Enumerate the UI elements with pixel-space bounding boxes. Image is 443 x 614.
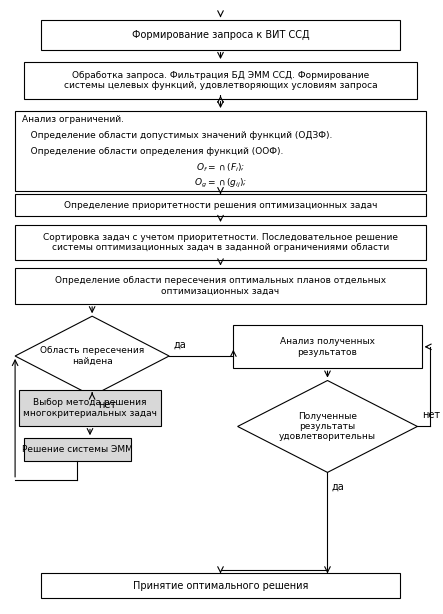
Text: Определение области допустимых значений функций (ОДЗФ).: Определение области допустимых значений … bbox=[22, 131, 332, 140]
Text: Анализ полученных
результатов: Анализ полученных результатов bbox=[280, 337, 375, 357]
FancyBboxPatch shape bbox=[19, 390, 161, 427]
Text: Анализ ограничений.: Анализ ограничений. bbox=[22, 115, 124, 124]
Text: Определение области пересечения оптимальных планов отдельных
оптимизационных зад: Определение области пересечения оптималь… bbox=[55, 276, 386, 296]
FancyBboxPatch shape bbox=[23, 62, 417, 99]
Text: Сортировка задач с учетом приоритетности. Последовательное решение
системы оптим: Сортировка задач с учетом приоритетности… bbox=[43, 233, 398, 252]
Text: Определение области определения функций (ООФ).: Определение области определения функций … bbox=[22, 147, 283, 156]
Text: Формирование запроса к ВИТ ССД: Формирование запроса к ВИТ ССД bbox=[132, 30, 309, 40]
Text: Определение приоритетности решения оптимизационных задач: Определение приоритетности решения оптим… bbox=[64, 201, 377, 210]
FancyBboxPatch shape bbox=[233, 325, 422, 368]
Text: да: да bbox=[173, 340, 186, 350]
Text: да: да bbox=[332, 481, 345, 492]
Text: нет: нет bbox=[422, 410, 440, 421]
FancyBboxPatch shape bbox=[41, 573, 400, 598]
Text: Решение системы ЭММ: Решение системы ЭММ bbox=[22, 445, 132, 454]
FancyBboxPatch shape bbox=[15, 194, 426, 216]
FancyBboxPatch shape bbox=[15, 225, 426, 260]
Polygon shape bbox=[15, 316, 169, 396]
Text: Принятие оптимального решения: Принятие оптимального решения bbox=[133, 581, 308, 591]
Text: Область пересечения
найдена: Область пересечения найдена bbox=[40, 346, 144, 366]
Text: Полученные
результаты
удовлетворительны: Полученные результаты удовлетворительны bbox=[279, 411, 376, 441]
FancyBboxPatch shape bbox=[15, 268, 426, 304]
FancyBboxPatch shape bbox=[15, 111, 426, 190]
Text: $O_f = \cap(F_i)$;: $O_f = \cap(F_i)$; bbox=[196, 161, 245, 174]
Text: нет: нет bbox=[98, 400, 117, 410]
FancyBboxPatch shape bbox=[23, 438, 131, 461]
Text: $O_g = \cap(g_{ij})$;: $O_g = \cap(g_{ij})$; bbox=[194, 177, 247, 190]
FancyBboxPatch shape bbox=[41, 20, 400, 50]
Polygon shape bbox=[237, 381, 417, 472]
Text: Обработка запроса. Фильтрация БД ЭММ ССД. Формирование
системы целевых функций, : Обработка запроса. Фильтрация БД ЭММ ССД… bbox=[64, 71, 377, 90]
Text: Выбор метода решения
многокритериальных задач: Выбор метода решения многокритериальных … bbox=[23, 398, 157, 418]
